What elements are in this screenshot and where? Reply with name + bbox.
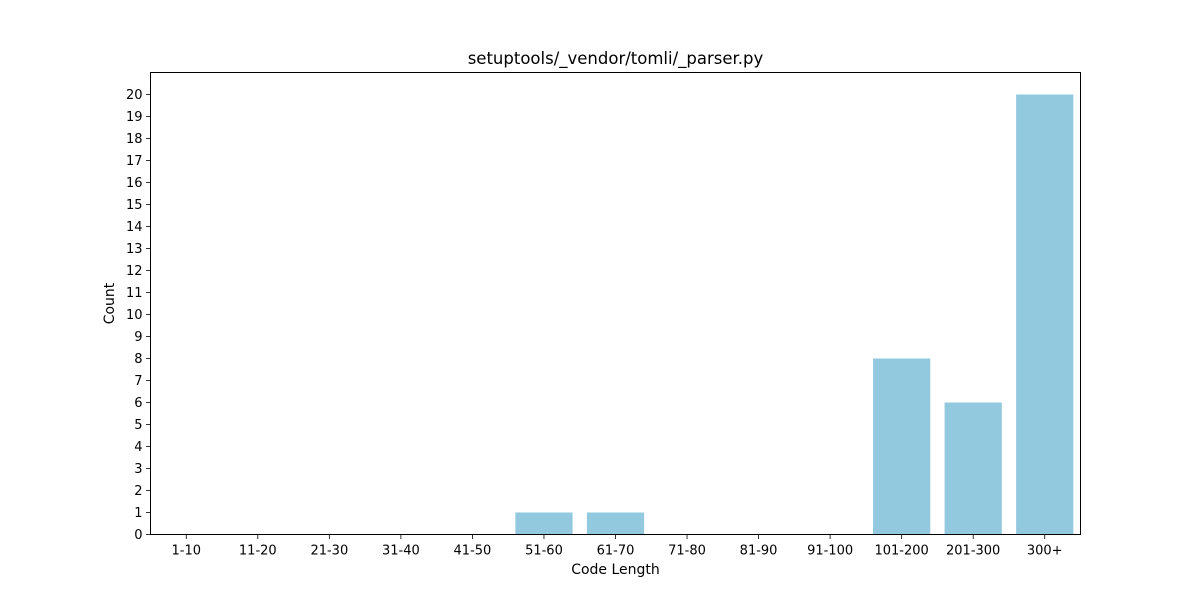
y-tick-label: 8 bbox=[134, 352, 142, 367]
y-tick-label: 20 bbox=[126, 88, 143, 103]
bar-61-70 bbox=[586, 512, 645, 535]
y-tick-label: 1 bbox=[134, 506, 142, 521]
x-tick-label: 300+ bbox=[1027, 544, 1063, 559]
y-tick-label: 17 bbox=[126, 154, 143, 169]
x-tick-label: 101-200 bbox=[874, 544, 928, 559]
bar-201-300 bbox=[944, 402, 1002, 535]
y-tick-label: 6 bbox=[134, 396, 142, 411]
y-axis-label: Count bbox=[102, 282, 118, 324]
x-tick-label: 91-100 bbox=[807, 544, 853, 559]
y-tick-label: 18 bbox=[126, 132, 143, 147]
x-tick-label: 61-70 bbox=[597, 544, 635, 559]
plot-frame bbox=[150, 72, 1081, 535]
x-axis-ticks: 1-10 11-20 21-30 31-40 41-50 51-60 61-70 71-80 8… bbox=[172, 534, 1063, 559]
y-tick-label: 7 bbox=[134, 374, 142, 389]
y-tick-label: 16 bbox=[126, 176, 143, 191]
y-tick-label: 2 bbox=[134, 484, 142, 499]
x-tick-label: 41-50 bbox=[454, 544, 492, 559]
y-tick-label: 13 bbox=[126, 242, 143, 257]
y-tick-label: 12 bbox=[126, 264, 143, 279]
chart-title: setuptools/_vendor/tomli/_parser.py bbox=[468, 49, 764, 69]
x-tick-label: 51-60 bbox=[525, 544, 563, 559]
x-tick-label: 201-300 bbox=[946, 544, 1000, 559]
x-tick-label: 21-30 bbox=[310, 544, 348, 559]
bar-300+ bbox=[1016, 94, 1074, 535]
y-tick-label: 10 bbox=[126, 308, 143, 323]
y-tick-label: 4 bbox=[134, 440, 142, 455]
y-tick-label: 0 bbox=[134, 528, 142, 543]
y-tick-label: 15 bbox=[126, 198, 143, 213]
bar-101-200 bbox=[873, 358, 931, 535]
x-tick-label: 1-10 bbox=[172, 544, 202, 559]
y-tick-label: 14 bbox=[126, 220, 143, 235]
y-tick-label: 19 bbox=[126, 110, 143, 125]
x-tick-label: 81-90 bbox=[740, 544, 778, 559]
y-tick-label: 9 bbox=[134, 330, 142, 345]
x-tick-label: 11-20 bbox=[239, 544, 277, 559]
bar-51-60 bbox=[515, 512, 573, 535]
x-tick-label: 71-80 bbox=[668, 544, 706, 559]
x-tick-label: 31-40 bbox=[382, 544, 420, 559]
x-axis-label: Code Length bbox=[571, 562, 660, 578]
y-tick-label: 3 bbox=[134, 462, 142, 477]
y-tick-label: 5 bbox=[134, 418, 142, 433]
y-tick-label: 11 bbox=[126, 286, 143, 301]
bars-layer bbox=[515, 94, 1074, 535]
